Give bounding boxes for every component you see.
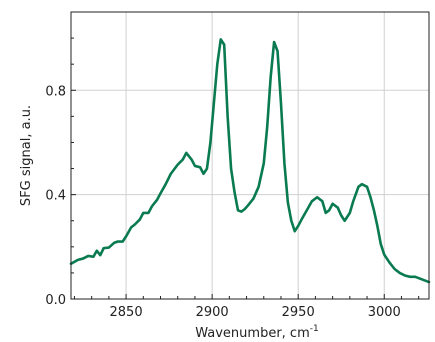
y-tick-label: 0.8	[45, 84, 66, 99]
grid-lines	[71, 12, 429, 299]
x-axis-label-superscript: -1	[310, 324, 319, 334]
series-line	[69, 38, 431, 284]
x-axis-label-text: Wavenumber, cm	[195, 326, 310, 341]
tick-labels: 2850 2900 2950 3000 0.0 0.4 0.8	[45, 84, 400, 320]
x-tick-label: 3000	[368, 305, 401, 320]
y-axis-label: SFG signal, a.u.	[19, 105, 34, 206]
axis-ticks	[71, 37, 420, 300]
y-tick-label: 0.4	[45, 189, 66, 204]
x-tick-label: 2850	[110, 305, 143, 320]
y-tick-label: 0.0	[45, 293, 66, 308]
x-tick-label: 2900	[196, 305, 229, 320]
plot-frame	[70, 11, 430, 300]
x-tick-label: 2950	[282, 305, 315, 320]
x-axis-label: Wavenumber, cm-1	[195, 324, 318, 341]
series-layer	[69, 38, 431, 284]
